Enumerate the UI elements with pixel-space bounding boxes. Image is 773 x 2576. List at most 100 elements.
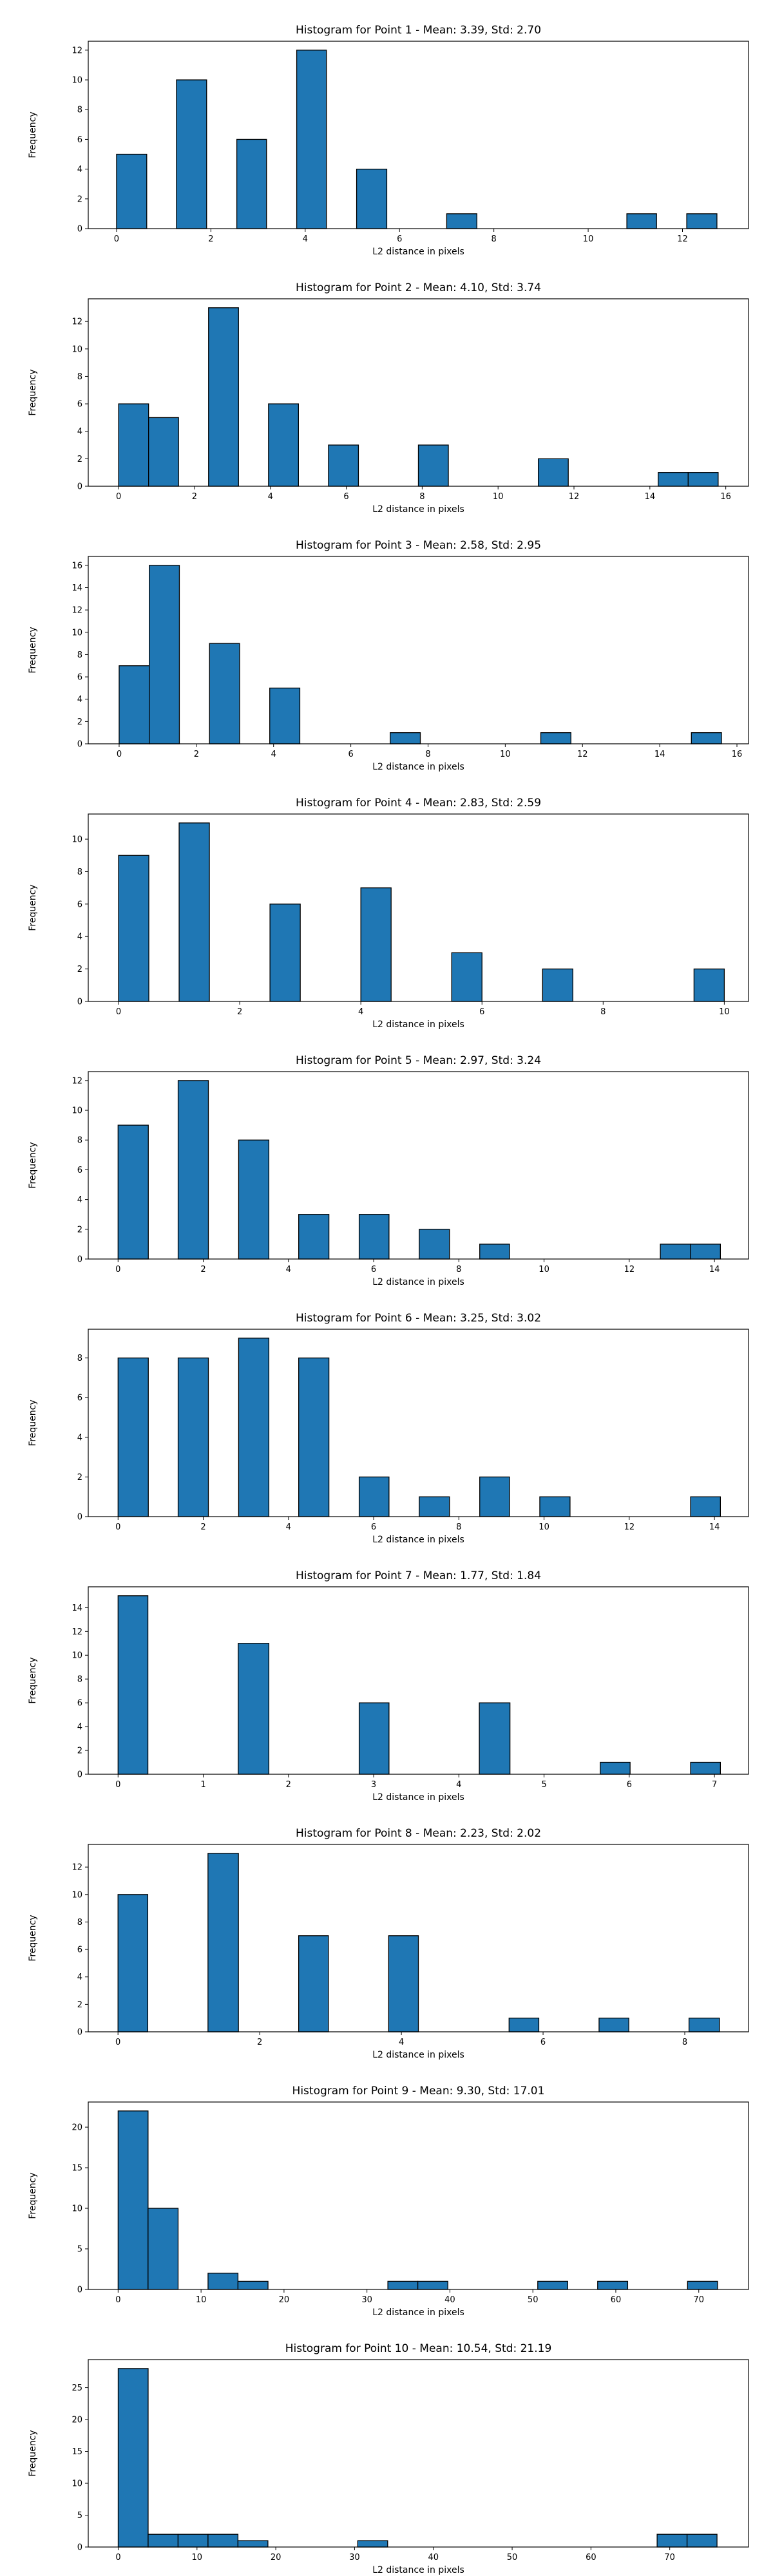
y-tick-label: 4 [77, 933, 82, 942]
histogram-bar [238, 1139, 270, 1260]
x-tick-label: 4 [399, 2038, 404, 2047]
y-tick-label: 6 [77, 400, 82, 410]
x-axis-label: L2 distance in pixels [372, 2565, 464, 2575]
histogram-bar [148, 2208, 179, 2290]
x-tick-label: 4 [358, 1007, 363, 1017]
histogram-bar [177, 1080, 209, 1260]
histogram-panel-6: Histogram for Point 6 - Mean: 3.25, Std:… [0, 1288, 773, 1546]
x-tick-label: 2 [192, 492, 197, 502]
x-tick-label: 4 [286, 1522, 291, 1532]
x-tick-label: 30 [349, 2553, 360, 2562]
histogram-bar [417, 444, 449, 487]
y-axis-label: Frequency [28, 1657, 38, 1703]
plot-frame [88, 298, 749, 487]
y-tick-label: 5 [77, 2511, 82, 2521]
x-tick-label: 8 [682, 2038, 687, 2047]
x-tick-label: 12 [677, 234, 688, 244]
x-tick-label: 14 [645, 492, 656, 502]
y-tick-label: 6 [77, 900, 82, 909]
y-tick-label: 4 [77, 1195, 82, 1205]
x-tick-label: 6 [540, 2038, 546, 2047]
y-tick-label: 6 [77, 1946, 82, 1955]
y-tick-label: 15 [72, 2164, 82, 2174]
x-tick-label: 14 [709, 1265, 720, 1274]
x-tick-label: 40 [444, 2295, 455, 2305]
histogram-bar [177, 1358, 209, 1517]
x-tick-label: 2 [237, 1007, 242, 1017]
histogram-bar [177, 2533, 209, 2548]
histogram-bar [687, 472, 719, 487]
histogram-bar [119, 665, 150, 744]
x-axis-label: L2 distance in pixels [372, 1019, 464, 1030]
histogram-panel-4: Histogram for Point 4 - Mean: 2.83, Std:… [0, 773, 773, 1030]
y-axis-label: Frequency [28, 1142, 38, 1188]
y-tick-label: 2 [77, 965, 82, 974]
y-tick-label: 6 [77, 1394, 82, 1403]
histogram-bar [360, 887, 392, 1002]
histogram-bar [387, 2280, 419, 2290]
x-tick-label: 0 [116, 492, 121, 502]
x-tick-label: 1 [200, 1780, 205, 1790]
y-axis-label: Frequency [28, 369, 38, 415]
plot-frame [88, 41, 749, 229]
x-tick-label: 50 [507, 2553, 518, 2562]
histogram-bar [690, 1244, 721, 1260]
y-tick-label: 8 [77, 1675, 82, 1685]
x-tick-label: 12 [624, 1265, 635, 1274]
x-tick-label: 0 [115, 2038, 120, 2047]
histogram-panel-1: Histogram for Point 1 - Mean: 3.39, Std:… [0, 0, 773, 258]
x-axis-label: L2 distance in pixels [372, 1792, 464, 1803]
histogram-panel-10: Histogram for Point 10 - Mean: 10.54, St… [0, 2318, 773, 2576]
histogram-bar [148, 2533, 179, 2548]
x-tick-label: 4 [303, 234, 308, 244]
y-tick-label: 6 [77, 135, 82, 145]
x-axis-label: L2 distance in pixels [372, 2050, 464, 2060]
x-tick-label: 0 [115, 1522, 120, 1532]
histogram-bar [388, 1935, 419, 2032]
histogram-bar [597, 2280, 629, 2290]
histogram-svg-7: Histogram for Point 7 - Mean: 1.77, Std:… [28, 1569, 749, 1803]
histogram-bar [419, 1229, 450, 1260]
y-tick-label: 2 [77, 2000, 82, 2010]
plot-frame [88, 813, 749, 1002]
chart-title: Histogram for Point 3 - Mean: 2.58, Std:… [296, 539, 541, 552]
histogram-bar [328, 444, 359, 487]
y-tick-label: 4 [77, 1973, 82, 1982]
histogram-bar [117, 1358, 149, 1517]
histogram-svg-4: Histogram for Point 4 - Mean: 2.83, Std:… [28, 797, 749, 1030]
y-tick-label: 10 [72, 1890, 82, 1900]
histogram-svg-9: Histogram for Point 9 - Mean: 9.30, Std:… [28, 2085, 749, 2318]
y-tick-label: 2 [77, 1225, 82, 1235]
x-axis-label: L2 distance in pixels [372, 762, 464, 772]
histogram-bar [296, 50, 327, 229]
y-tick-label: 8 [77, 1136, 82, 1146]
histogram-bar [209, 643, 240, 744]
histogram-bar [358, 1476, 390, 1517]
histogram-bar [479, 1702, 511, 1775]
y-axis-label: Frequency [28, 884, 38, 931]
x-tick-label: 16 [720, 492, 731, 502]
x-tick-label: 2 [208, 234, 213, 244]
histogram-bar [118, 403, 149, 487]
histogram-bar [117, 2110, 149, 2290]
x-tick-label: 10 [500, 750, 511, 759]
histogram-bar [417, 2280, 448, 2290]
x-tick-label: 6 [371, 1265, 376, 1274]
histogram-bar [237, 2280, 269, 2290]
histogram-bar [686, 213, 718, 229]
y-tick-label: 2 [77, 717, 82, 727]
chart-title: Histogram for Point 7 - Mean: 1.77, Std:… [296, 1569, 541, 1582]
y-axis-label: Frequency [28, 2172, 38, 2219]
y-tick-label: 4 [77, 1723, 82, 1732]
y-tick-label: 0 [77, 2028, 82, 2038]
y-tick-label: 0 [77, 740, 82, 750]
chart-title: Histogram for Point 4 - Mean: 2.83, Std:… [296, 797, 541, 810]
chart-title: Histogram for Point 10 - Mean: 10.54, St… [285, 2342, 552, 2355]
y-tick-label: 4 [77, 427, 82, 437]
histogram-bar [208, 307, 239, 487]
histogram-bar [298, 1358, 330, 1517]
y-tick-label: 4 [77, 1433, 82, 1443]
y-axis-label: Frequency [28, 111, 38, 158]
histogram-svg-8: Histogram for Point 8 - Mean: 2.23, Std:… [28, 1827, 749, 2060]
